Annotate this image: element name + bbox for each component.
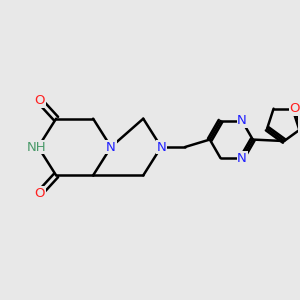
Text: N: N <box>156 140 166 154</box>
Text: N: N <box>106 140 116 154</box>
Text: NH: NH <box>27 140 46 154</box>
Text: N: N <box>237 114 247 128</box>
Text: O: O <box>34 187 45 200</box>
Text: O: O <box>290 102 300 115</box>
Text: O: O <box>34 94 45 107</box>
Text: N: N <box>237 152 247 165</box>
